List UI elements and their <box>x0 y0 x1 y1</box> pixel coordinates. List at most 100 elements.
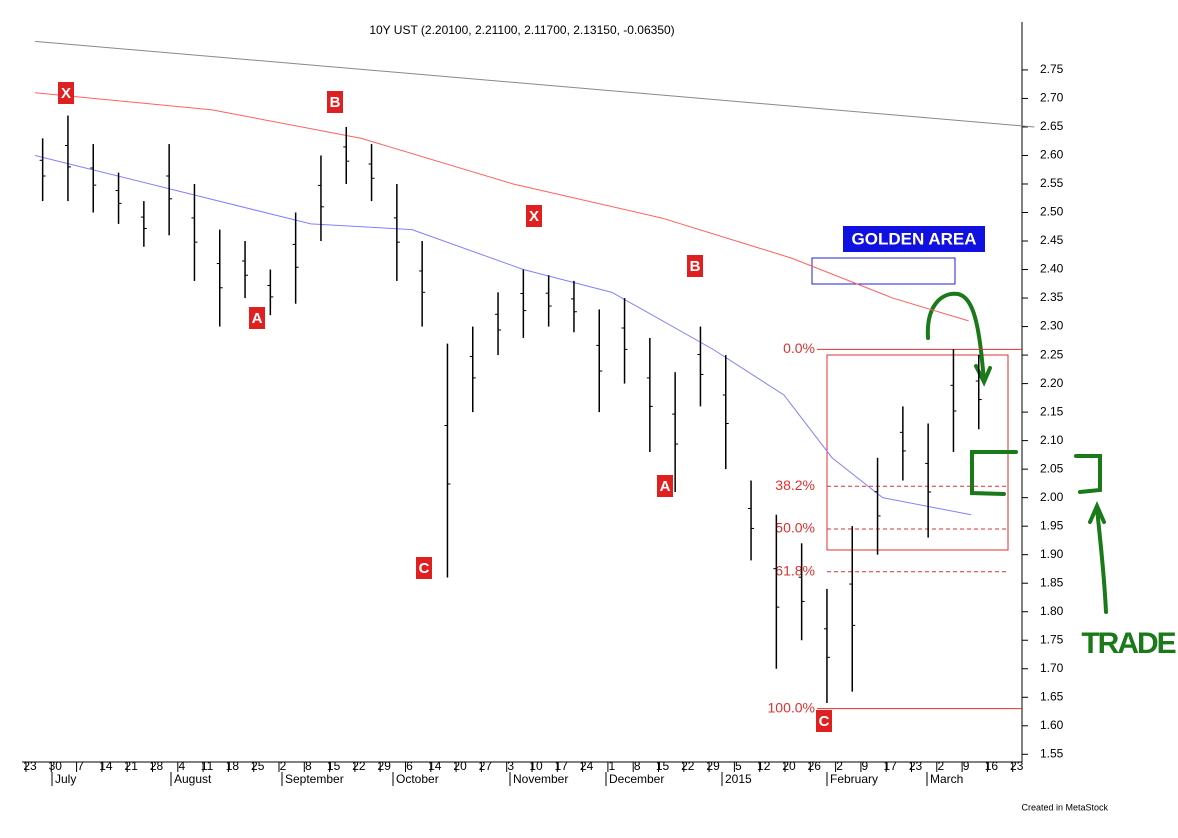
wave-label-bg <box>249 307 265 329</box>
x-tick-label: 11 <box>201 759 214 773</box>
x-tick-label: 12 <box>757 759 771 773</box>
x-tick-label: 25 <box>251 759 265 773</box>
x-tick-label: 16 <box>985 759 999 773</box>
x-tick-label: 8 <box>634 759 641 773</box>
month-label: September <box>285 772 344 786</box>
wave-label: C <box>419 560 430 577</box>
wave-label: B <box>690 258 701 275</box>
x-tick-label: 30 <box>49 759 63 773</box>
y-tick-label: 2.35 <box>1040 290 1064 304</box>
x-tick-label: 15 <box>656 759 670 773</box>
y-tick-label: 1.70 <box>1040 661 1064 675</box>
x-tick-label: 15 <box>327 759 341 773</box>
x-tick-label: 3 <box>507 759 514 773</box>
month-label: March <box>930 772 963 786</box>
wave-label-bg <box>327 91 343 113</box>
fib-label: 0.0% <box>783 340 815 356</box>
x-tick-label: 23 <box>23 759 37 773</box>
wave-label-bg <box>526 205 542 227</box>
month-label: October <box>396 772 439 786</box>
x-tick-label: 29 <box>706 759 720 773</box>
y-tick-label: 1.95 <box>1040 518 1064 532</box>
x-tick-label: 17 <box>555 759 569 773</box>
x-tick-label: 24 <box>580 759 594 773</box>
y-tick-label: 2.00 <box>1040 490 1064 504</box>
x-tick-label: 26 <box>808 759 822 773</box>
month-label: July <box>55 772 76 786</box>
y-tick-label: 1.90 <box>1040 547 1064 561</box>
wave-label: C <box>819 713 830 730</box>
moving-average <box>35 40 1035 128</box>
y-tick-label: 1.75 <box>1040 632 1064 646</box>
y-tick-label: 2.10 <box>1040 433 1064 447</box>
y-tick-label: 1.55 <box>1040 746 1064 760</box>
wave-label-bg <box>58 82 74 104</box>
y-tick-label: 1.65 <box>1040 689 1064 703</box>
x-tick-label: 22 <box>681 759 695 773</box>
y-tick-label: 1.80 <box>1040 604 1064 618</box>
x-tick-label: 10 <box>529 759 543 773</box>
x-tick-label: 22 <box>352 759 366 773</box>
y-tick-label: 2.20 <box>1040 376 1064 390</box>
x-tick-label: 9 <box>862 759 869 773</box>
wave-label: X <box>529 208 539 225</box>
x-tick-label: 1 <box>609 759 616 773</box>
trade-label: TRADE <box>1081 627 1175 660</box>
golden-box <box>811 257 956 285</box>
x-tick-label: 20 <box>782 759 796 773</box>
y-tick-label: 2.70 <box>1040 91 1064 105</box>
wave-label-bg <box>816 710 832 732</box>
footer: Created in MetaStock <box>1021 802 1108 812</box>
x-tick-label: 2 <box>280 759 287 773</box>
fib-label: 50.0% <box>775 520 815 536</box>
x-tick-label: 23 <box>909 759 923 773</box>
x-tick-label: 18 <box>226 759 240 773</box>
y-tick-label: 2.30 <box>1040 319 1064 333</box>
month-label: November <box>513 772 568 786</box>
x-tick-label: 20 <box>453 759 467 773</box>
y-tick-label: 2.05 <box>1040 461 1064 475</box>
y-tick-label: 2.25 <box>1040 347 1064 361</box>
golden-label-bg <box>843 226 985 252</box>
trade-arrow-head <box>1088 501 1106 524</box>
wave-label: X <box>61 85 71 102</box>
fib-label: 38.2% <box>775 477 815 493</box>
y-tick-label: 1.60 <box>1040 718 1064 732</box>
moving-average <box>34 154 972 516</box>
fib-label: 61.8% <box>775 563 815 579</box>
x-tick-label: 14 <box>428 759 442 773</box>
x-tick-label: 21 <box>125 759 139 773</box>
x-tick-label: 27 <box>479 759 493 773</box>
wave-label-bg <box>657 475 673 497</box>
x-tick-label: 28 <box>150 759 164 773</box>
month-label: 2015 <box>725 772 752 786</box>
x-tick-label: 29 <box>378 759 392 773</box>
wave-label: A <box>252 310 263 327</box>
x-tick-label: 5 <box>735 759 742 773</box>
month-label: December <box>609 772 664 786</box>
wave-label: B <box>330 94 341 111</box>
y-tick-label: 2.40 <box>1040 262 1064 276</box>
wave-label-bg <box>416 557 432 579</box>
x-tick-label: 2 <box>937 759 944 773</box>
chart-title: 10Y UST (2.20100, 2.21100, 2.11700, 2.13… <box>369 23 674 37</box>
y-tick-label: 2.55 <box>1040 176 1064 190</box>
golden-label: GOLDEN AREA <box>852 229 977 248</box>
y-tick-label: 2.45 <box>1040 233 1064 247</box>
x-tick-label: 14 <box>99 759 113 773</box>
month-label: August <box>174 772 212 786</box>
y-tick-label: 2.60 <box>1040 148 1064 162</box>
x-tick-label: 7 <box>77 759 84 773</box>
y-tick-label: 1.85 <box>1040 575 1064 589</box>
bracket-right <box>1074 454 1102 494</box>
wave-label-bg <box>687 255 703 277</box>
fib-label: 100.0% <box>768 699 815 715</box>
wave-label: A <box>660 478 671 495</box>
x-tick-label: 2 <box>836 759 843 773</box>
bracket <box>970 450 1018 496</box>
x-tick-label: 8 <box>305 759 312 773</box>
arc-arrow <box>925 291 986 382</box>
